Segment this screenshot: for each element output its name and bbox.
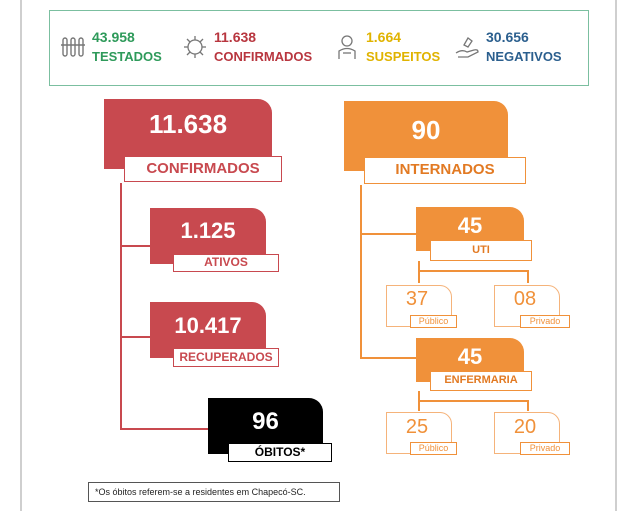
recuperados-tag: RECUPERADOS — [173, 348, 279, 367]
uti-privado-value: 08 — [513, 288, 537, 310]
testados-value: 43.958 — [92, 29, 135, 45]
connector-enfermaria — [360, 357, 416, 359]
confirmados-label: CONFIRMADOS — [214, 49, 313, 64]
uti-tag: UTI — [430, 240, 532, 261]
uti-connector-down-left — [418, 261, 420, 283]
enf-privado-label: Privado — [520, 442, 570, 455]
footnote: *Os óbitos referem-se a residentes em Ch… — [88, 482, 340, 502]
page-frame — [20, 0, 617, 511]
test-tubes-icon — [61, 37, 85, 57]
connector-uti — [360, 233, 416, 235]
confirmados-big-value: 11.638 — [148, 109, 228, 139]
suspeitos-value: 1.664 — [366, 29, 402, 45]
virus-icon — [184, 36, 206, 58]
enfermaria-value: 45 — [457, 344, 483, 369]
obitos-tag: ÓBITOS* — [228, 443, 332, 462]
enf-connector-horizontal — [418, 400, 528, 402]
uti-connector-horizontal — [418, 270, 528, 272]
ativos-value: 1.125 — [180, 218, 236, 243]
left-connector-vertical — [120, 183, 122, 429]
negativos-label: NEGATIVOS — [486, 49, 562, 64]
uti-privado-label: Privado — [520, 315, 570, 328]
enf-publico-label: Público — [410, 442, 457, 455]
enfermaria-tag: ENFERMARIA — [430, 371, 532, 391]
suspeitos-label: SUSPEITOS — [366, 49, 441, 64]
uti-value: 45 — [457, 213, 483, 238]
stat-testados: 43.958 TESTADOS — [60, 29, 170, 69]
uti-publico-value: 37 — [405, 288, 429, 310]
internados-tag: INTERNADOS — [364, 157, 526, 184]
negativos-value: 30.656 — [486, 29, 529, 45]
testados-label: TESTADOS — [92, 49, 162, 64]
uti-publico-label: Público — [410, 315, 457, 328]
summary-panel: 43.958 TESTADOS 11.638 CONFIRMADOS 1.664… — [49, 10, 589, 86]
obitos-value: 96 — [252, 408, 279, 435]
ativos-tag: ATIVOS — [173, 254, 279, 272]
enf-privado-value: 20 — [513, 416, 537, 438]
confirmados-tag: CONFIRMADOS — [124, 156, 282, 182]
enf-publico-value: 25 — [405, 416, 429, 438]
stat-confirmados: 11.638 CONFIRMADOS — [182, 29, 322, 69]
confirmados-value: 11.638 — [214, 29, 257, 45]
hand-icon — [455, 37, 479, 58]
stat-suspeitos: 1.664 SUSPEITOS — [334, 29, 444, 69]
stat-negativos: 30.656 NEGATIVOS — [454, 29, 584, 69]
connector-recuperados — [120, 336, 150, 338]
person-icon — [338, 35, 356, 59]
connector-ativos — [120, 245, 150, 247]
connector-obitos — [120, 428, 208, 430]
right-connector-vertical — [360, 185, 362, 358]
internados-value: 90 — [411, 115, 441, 145]
recuperados-value: 10.417 — [174, 313, 242, 338]
uti-connector-down-right — [527, 270, 529, 283]
enf-connector-down-right — [527, 400, 529, 411]
